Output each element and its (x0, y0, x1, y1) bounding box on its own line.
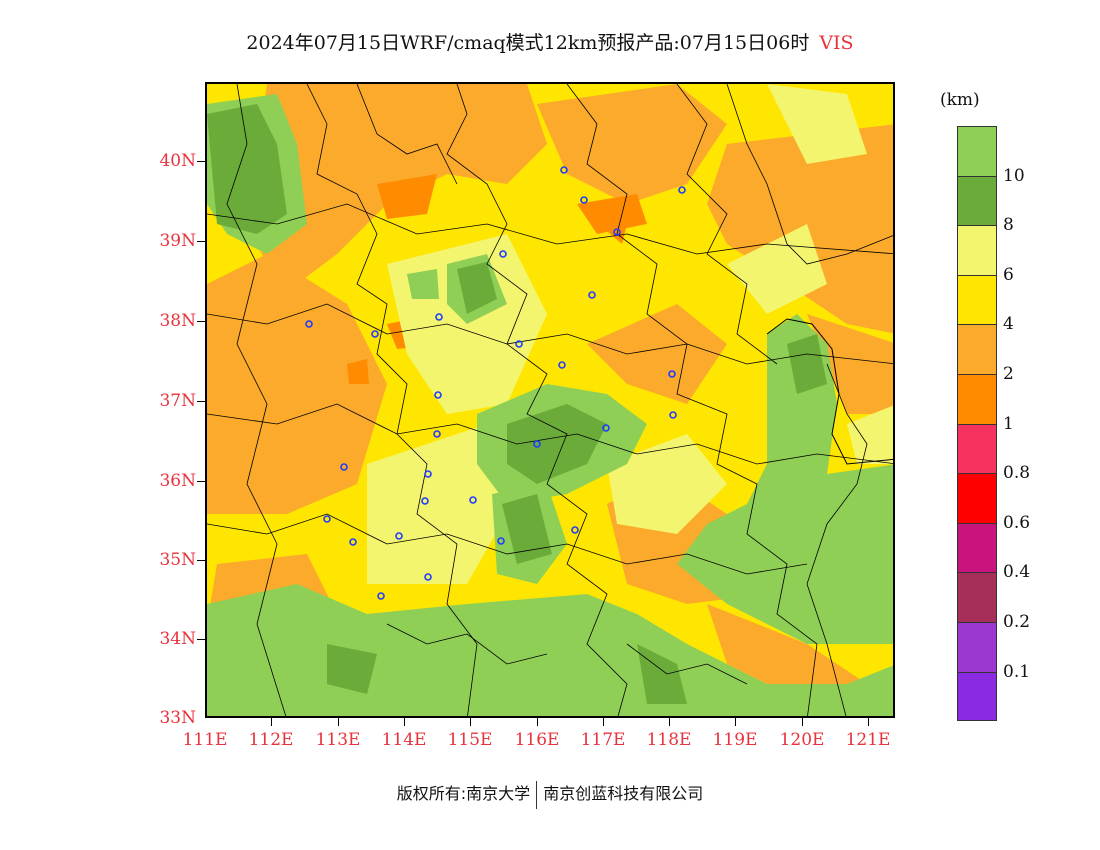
lon-label-117e: 117E (580, 730, 626, 750)
lon-tick (868, 718, 869, 726)
legend-label: 10 (1003, 165, 1025, 186)
lat-tick (197, 321, 205, 322)
title-variable: VIS (819, 32, 854, 54)
lon-tick (735, 718, 736, 726)
copyright-text: 版权所有:南京大学 (396, 784, 531, 803)
lat-tick (197, 639, 205, 640)
lon-tick (338, 718, 339, 726)
lat-label-40n: 40N (159, 151, 196, 171)
lon-tick (404, 718, 405, 726)
legend-swatch (957, 671, 997, 722)
lon-tick (669, 718, 670, 726)
lat-label-36n: 36N (159, 471, 196, 491)
legend-label: 4 (1003, 314, 1014, 335)
lon-label-112e: 112E (248, 730, 294, 750)
legend-swatch (957, 225, 997, 275)
legend-swatch (957, 572, 997, 622)
lon-label-111e: 111E (182, 730, 228, 750)
lat-tick (197, 401, 205, 402)
lon-tick (603, 718, 604, 726)
legend-label: 8 (1003, 215, 1014, 236)
lon-label-114e: 114E (381, 730, 427, 750)
legend-swatch (957, 126, 997, 176)
lat-label-37n: 37N (159, 391, 196, 411)
lon-tick (802, 718, 803, 726)
legend-swatch (957, 175, 997, 226)
map-canvas (207, 84, 893, 716)
lat-label-34n: 34N (159, 629, 196, 649)
legend-label: 0.2 (1003, 612, 1031, 632)
lon-label-116e: 116E (514, 730, 560, 750)
lon-label-119e: 119E (712, 730, 758, 750)
lat-label-33n: 33N (159, 708, 196, 728)
legend-label: 0.8 (1003, 463, 1031, 484)
legend-label: 0.4 (1003, 562, 1031, 583)
lat-tick (197, 161, 205, 162)
visibility-map (205, 82, 895, 718)
legend-swatch (957, 621, 997, 672)
legend-label: 6 (1003, 264, 1014, 285)
lon-tick (271, 718, 272, 726)
lon-label-120e: 120E (779, 730, 825, 750)
lat-label-39n: 39N (159, 231, 196, 251)
boundary-lines (207, 84, 893, 716)
lon-label-121e: 121E (845, 730, 891, 750)
legend-label: 1 (1003, 413, 1014, 434)
lat-label-38n: 38N (159, 311, 196, 331)
legend-swatch (957, 473, 997, 523)
lat-label-35n: 35N (159, 550, 196, 570)
footer: 版权所有:南京大学 南京创蓝科技有限公司 (0, 780, 1100, 809)
legend-swatch (957, 373, 997, 424)
legend-label: 0.6 (1003, 512, 1031, 533)
title-main: 2024年07月15日WRF/cmaq模式12km预报产品:07月15日06时 (246, 32, 810, 54)
lat-tick (197, 481, 205, 482)
legend-swatch (957, 274, 997, 325)
lat-tick (197, 241, 205, 242)
coastline (766, 318, 893, 465)
legend-label: 2 (1003, 364, 1014, 384)
legend-unit: (km) (940, 90, 980, 110)
color-legend (957, 126, 997, 722)
lon-label-113e: 113E (315, 730, 361, 750)
map-title: 2024年07月15日WRF/cmaq模式12km预报产品:07月15日06时 V… (0, 28, 1100, 55)
lon-tick (537, 718, 538, 726)
lat-tick (197, 560, 205, 561)
legend-swatch (957, 522, 997, 573)
lon-label-115e: 115E (447, 730, 493, 750)
footer-separator (536, 780, 538, 809)
lon-tick (470, 718, 471, 726)
legend-swatch (957, 324, 997, 374)
dark-green-regions (207, 104, 827, 704)
legend-swatch (957, 423, 997, 474)
legend-label: 0.1 (1003, 661, 1031, 682)
company-name: 南京创蓝科技有限公司 (543, 784, 704, 803)
station-markers (305, 166, 686, 600)
lon-label-118e: 118E (646, 730, 692, 750)
